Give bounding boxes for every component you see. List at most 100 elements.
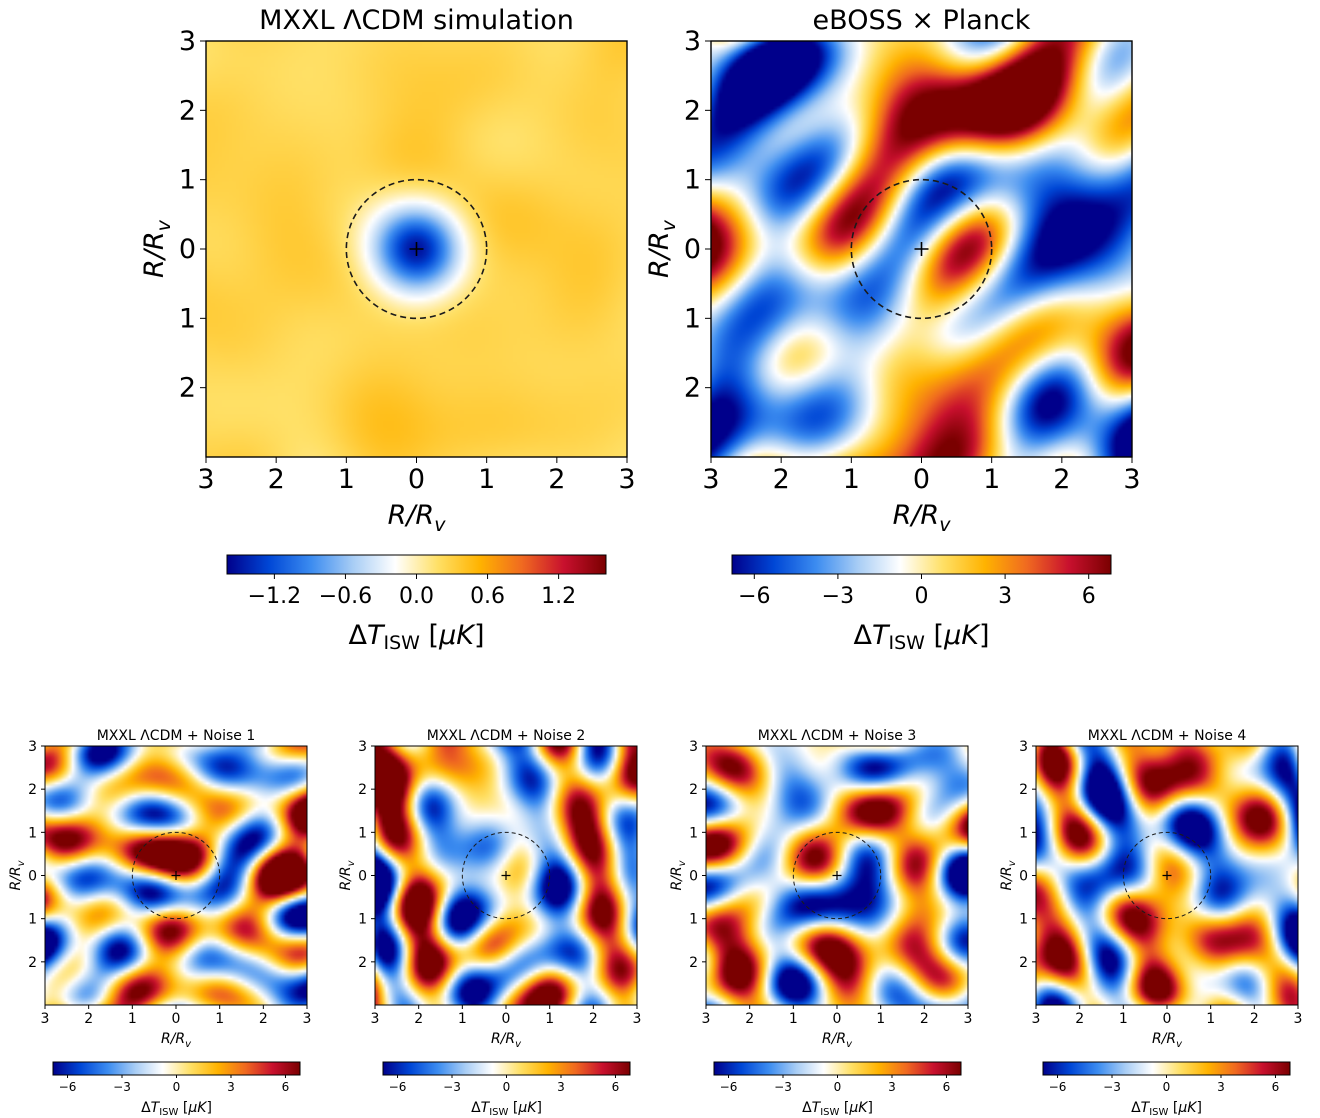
y-tick-label: 1 [28,825,37,841]
x-tick-label: 3 [964,1011,973,1027]
x-tick-label: 1 [843,464,860,495]
colorbar-tick-label: 1.2 [541,584,576,609]
x-tick-label: 2 [1053,464,1070,495]
colorbar [382,1061,631,1076]
colorbar-tick-label: −6 [389,1080,407,1094]
x-tick-label: 0 [1163,1011,1172,1027]
colorbar-tick-label: 6 [1082,584,1096,609]
x-tick-label: 1 [876,1011,885,1027]
y-axis-label: R/Rv [644,219,680,278]
y-axis-label: R/Rv [999,859,1018,890]
y-tick-label: 1 [358,825,367,841]
y-axis-label: R/Rv [338,859,357,890]
x-tick-label: 3 [41,1011,50,1027]
y-tick-label: 1 [179,165,196,196]
y-axis-label: R/Rv [8,859,27,890]
colorbar-tick-label: 6 [612,1080,620,1094]
y-tick-label: 0 [684,234,701,265]
colorbar-tick-label: −6 [720,1080,738,1094]
y-tick-label: 2 [179,373,196,404]
y-tick-label: 1 [684,165,701,196]
x-tick-label: 1 [1206,1011,1215,1027]
colorbar-tick-label: −3 [1103,1080,1121,1094]
colorbar-tick-label: 6 [1272,1080,1280,1094]
void-center-marker [914,242,929,256]
x-tick-label: 2 [1250,1011,1259,1027]
void-radius-circle [850,178,993,320]
colorbar-tick-label: 3 [998,584,1012,609]
x-tick-label: 3 [303,1011,312,1027]
panel-title: MXXL ΛCDM + Noise 4 [1088,728,1247,744]
x-tick-label: 1 [215,1011,224,1027]
y-tick-label: 2 [358,955,367,971]
y-tick-label: 2 [689,955,698,971]
panel-title: MXXL ΛCDM + Noise 2 [427,728,586,744]
colorbar-tick-label: 6 [943,1080,951,1094]
void-radius-circle [131,831,221,920]
colorbar-tick-label: 0.0 [399,584,434,609]
x-tick-label: 3 [702,1011,711,1027]
void-center-marker [501,871,511,880]
y-tick-label: 2 [28,782,37,798]
y-tick-label: 2 [684,373,701,404]
y-tick-label: 1 [1019,825,1028,841]
y-tick-label: 2 [1019,782,1028,798]
x-tick-label: 3 [633,1011,642,1027]
panel-title: MXXL ΛCDM + Noise 3 [758,728,917,744]
y-tick-label: 1 [689,912,698,928]
x-tick-label: 1 [1119,1011,1128,1027]
void-center-marker [409,242,424,256]
y-tick-label: 2 [358,782,367,798]
y-tick-label: 3 [1019,739,1028,755]
colorbar [1042,1061,1291,1076]
x-axis-label: R/Rv [893,500,952,536]
colorbar-tick-label: 0 [834,1080,842,1094]
x-tick-label: 1 [458,1011,467,1027]
y-tick-label: 1 [689,825,698,841]
void-radius-circle [461,831,551,920]
y-tick-label: 2 [684,95,701,126]
colorbar-tick-label: 0 [1163,1080,1171,1094]
void-radius-circle [1122,831,1212,920]
colorbar [731,554,1112,575]
y-tick-label: 3 [684,26,701,57]
y-axis-label: R/Rv [669,859,688,890]
y-tick-label: 3 [689,739,698,755]
x-tick-label: 3 [1032,1011,1041,1027]
colorbar-tick-label: −6 [738,584,770,609]
x-tick-label: 0 [833,1011,842,1027]
colorbar-tick-label: 3 [227,1080,235,1094]
colorbar-label: ΔTISW [μK] [349,620,485,654]
void-radius-circle [792,831,882,920]
x-tick-label: 3 [1294,1011,1303,1027]
y-axis-label: R/Rv [139,219,175,278]
y-tick-label: 0 [179,234,196,265]
x-tick-label: 3 [197,464,214,495]
colorbar-tick-label: 0 [915,584,929,609]
x-tick-label: 0 [502,1011,511,1027]
colorbar-label: ΔTISW [μK] [802,1100,873,1118]
x-tick-label: 2 [745,1011,754,1027]
x-tick-label: 2 [414,1011,423,1027]
x-axis-label: R/Rv [161,1031,192,1050]
y-tick-label: 1 [1019,912,1028,928]
colorbar-label: ΔTISW [μK] [471,1100,542,1118]
colorbar-tick-label: 0 [503,1080,511,1094]
colorbar-tick-label: −3 [774,1080,792,1094]
colorbar-label: ΔTISW [μK] [141,1100,212,1118]
x-tick-label: 1 [478,464,495,495]
x-axis-label: R/Rv [388,500,447,536]
y-tick-label: 0 [28,869,37,885]
x-axis-label: R/Rv [491,1031,522,1050]
y-tick-label: 0 [358,869,367,885]
x-tick-label: 0 [408,464,425,495]
colorbar-tick-label: 6 [282,1080,290,1094]
colorbar-tick-label: −3 [113,1080,131,1094]
colorbar [713,1061,962,1076]
y-tick-label: 2 [689,782,698,798]
panel-title: MXXL ΛCDM simulation [259,5,574,36]
y-tick-label: 3 [179,26,196,57]
colorbar-tick-label: 3 [557,1080,565,1094]
y-tick-label: 1 [684,303,701,334]
